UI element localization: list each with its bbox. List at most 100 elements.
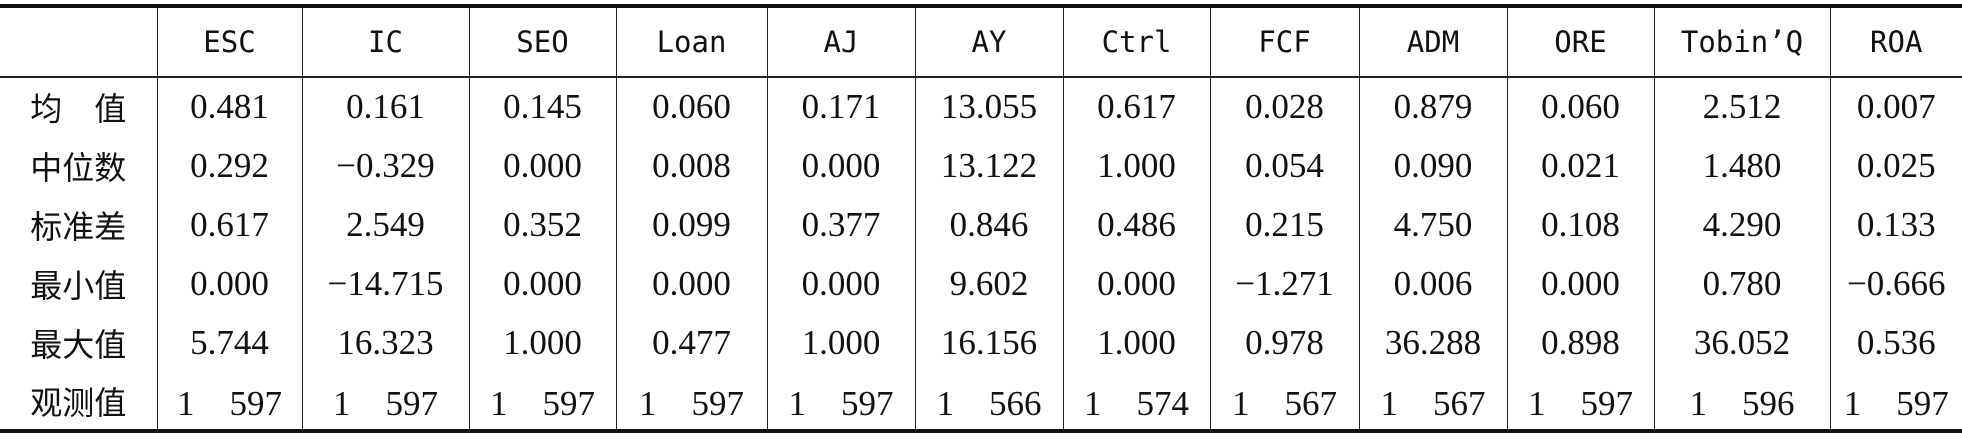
header-cell: ORE — [1506, 6, 1654, 77]
cell: 0.006 — [1358, 254, 1507, 313]
cell: 1.000 — [1062, 313, 1210, 372]
cell: 0.133 — [1829, 195, 1962, 254]
cell: 1 597 — [468, 372, 616, 431]
cell: 1 566 — [914, 372, 1063, 431]
cell: 0.617 — [156, 195, 302, 254]
cell: 1.000 — [1062, 136, 1210, 195]
cell: 0.090 — [1358, 136, 1507, 195]
header-cell: AY — [914, 6, 1063, 77]
cell: 5.744 — [156, 313, 302, 372]
row-label: 观测值 — [30, 383, 127, 422]
cell: 1 574 — [1062, 372, 1210, 431]
cell: 1 567 — [1358, 372, 1507, 431]
cell: 0.377 — [766, 195, 915, 254]
cell: −14.715 — [301, 254, 469, 313]
cell: 0.978 — [1209, 313, 1359, 372]
cell: 9.602 — [914, 254, 1063, 313]
table-row: 标准差 0.617 2.549 0.352 0.099 0.377 0.846 0.486 0.… — [0, 195, 1962, 254]
cell: 4.750 — [1358, 195, 1507, 254]
row-label: 中位数 — [30, 148, 127, 187]
cell: 0.054 — [1209, 136, 1359, 195]
cell: 0.108 — [1506, 195, 1654, 254]
cell: 0.000 — [156, 254, 302, 313]
header-cell: Tobin’Q — [1653, 6, 1830, 77]
row-label: 最小值 — [30, 266, 127, 305]
cell: 0.000 — [766, 254, 915, 313]
header-cell: Loan — [615, 6, 767, 77]
page: ESC IC SEO Loan AJ AY Ctrl FCF ADM ORE Tobin’Q ROA … — [0, 4, 1962, 439]
row-label: 均 值 — [30, 90, 127, 128]
cell: 1 597 — [301, 372, 469, 431]
header-cell: ROA — [1829, 6, 1962, 77]
cell: 0.477 — [615, 313, 767, 372]
header-cell: ESC — [156, 6, 302, 77]
cell: 0.481 — [156, 77, 302, 136]
cell: 2.549 — [301, 195, 469, 254]
cell: 1 597 — [766, 372, 915, 431]
table-body: 均 值 0.481 0.161 0.145 0.060 0.171 13.055 0.617 0… — [0, 77, 1962, 431]
stats-table: ESC IC SEO Loan AJ AY Ctrl FCF ADM ORE Tobin’Q ROA … — [0, 4, 1962, 433]
cell: 16.323 — [301, 313, 469, 372]
cell: 0.000 — [1062, 254, 1210, 313]
cell: 0.000 — [615, 254, 767, 313]
header-row: ESC IC SEO Loan AJ AY Ctrl FCF ADM ORE Tobin’Q ROA — [0, 6, 1962, 77]
cell: 1 597 — [156, 372, 302, 431]
cell: 0.021 — [1506, 136, 1654, 195]
cell: −0.666 — [1829, 254, 1962, 313]
cell: −0.329 — [301, 136, 469, 195]
cell: 36.052 — [1653, 313, 1830, 372]
cell: 1 597 — [1506, 372, 1654, 431]
cell: 0.000 — [468, 136, 616, 195]
cell: 0.007 — [1829, 77, 1962, 136]
table-row: 中位数 0.292 −0.329 0.000 0.008 0.000 13.122 1.000… — [0, 136, 1962, 195]
cell: 1 597 — [1829, 372, 1962, 431]
cell: 13.122 — [914, 136, 1063, 195]
cell: 0.099 — [615, 195, 767, 254]
cell: 0.352 — [468, 195, 616, 254]
cell: 1 596 — [1653, 372, 1830, 431]
cell: 0.536 — [1829, 313, 1962, 372]
cell: 16.156 — [914, 313, 1063, 372]
cell: 0.161 — [301, 77, 469, 136]
cell: 4.290 — [1653, 195, 1830, 254]
cell: 0.780 — [1653, 254, 1830, 313]
header-cell: Ctrl — [1062, 6, 1210, 77]
cell: −1.271 — [1209, 254, 1359, 313]
cell: 1 567 — [1209, 372, 1359, 431]
table-row: 观测值 1 597 1 597 1 597 1 597 1 597 1 566 1 574 1 … — [0, 372, 1962, 431]
cell: 1.000 — [468, 313, 616, 372]
cell: 0.000 — [766, 136, 915, 195]
header-cell — [0, 6, 157, 77]
cell: 0.145 — [468, 77, 616, 136]
cell: 0.000 — [468, 254, 616, 313]
cell: 0.060 — [615, 77, 767, 136]
cell: 36.288 — [1358, 313, 1507, 372]
row-label: 最大值 — [30, 325, 127, 364]
cell: 0.292 — [156, 136, 302, 195]
row-label: 标准差 — [30, 207, 127, 246]
cell: 2.512 — [1653, 77, 1830, 136]
cell: 0.898 — [1506, 313, 1654, 372]
table-row: 最大值 5.744 16.323 1.000 0.477 1.000 16.156 1.000… — [0, 313, 1962, 372]
cell: 0.008 — [615, 136, 767, 195]
cell: 0.879 — [1358, 77, 1507, 136]
cell: 1 597 — [615, 372, 767, 431]
cell: 0.171 — [766, 77, 915, 136]
cell: 0.028 — [1209, 77, 1359, 136]
cell: 0.000 — [1506, 254, 1654, 313]
header-cell: ADM — [1358, 6, 1507, 77]
header-cell: SEO — [468, 6, 616, 77]
cell: 0.846 — [914, 195, 1063, 254]
table-row: 均 值 0.481 0.161 0.145 0.060 0.171 13.055 0.617 0… — [0, 77, 1962, 136]
cell: 0.617 — [1062, 77, 1210, 136]
header-cell: IC — [301, 6, 469, 77]
header-cell: AJ — [766, 6, 915, 77]
header-cell: FCF — [1209, 6, 1359, 77]
cell: 13.055 — [914, 77, 1063, 136]
cell: 1.000 — [766, 313, 915, 372]
cell: 0.060 — [1506, 77, 1654, 136]
cell: 0.025 — [1829, 136, 1962, 195]
table-row: 最小值 0.000 −14.715 0.000 0.000 0.000 9.602 0.000… — [0, 254, 1962, 313]
cell: 1.480 — [1653, 136, 1830, 195]
cell: 0.486 — [1062, 195, 1210, 254]
